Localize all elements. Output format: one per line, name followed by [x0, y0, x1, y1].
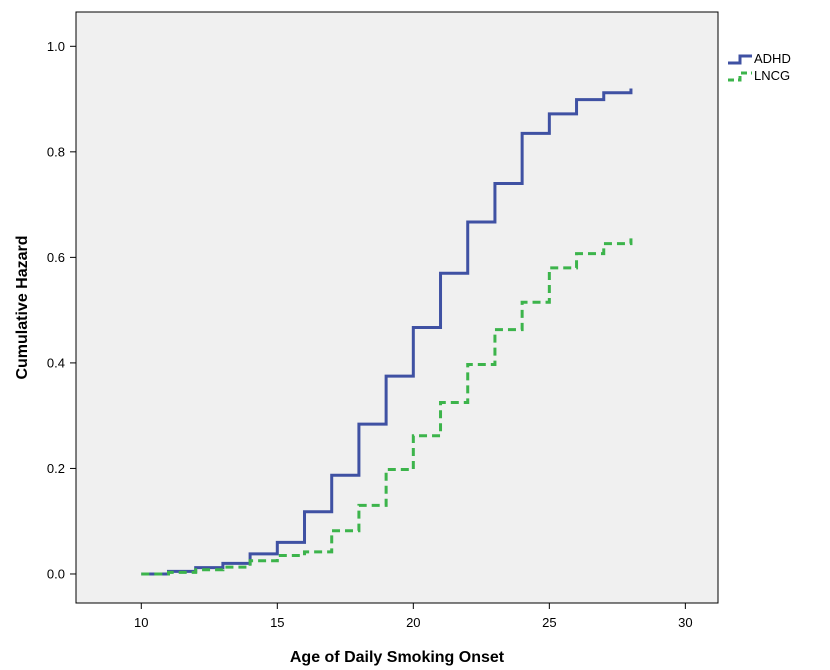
- series-layer: [141, 88, 633, 576]
- series-line-adhd: [141, 88, 633, 576]
- x-tick-label: 25: [542, 615, 556, 630]
- x-tick-label: 30: [678, 615, 692, 630]
- y-axis-title: Cumulative Hazard: [14, 235, 31, 379]
- x-axis: 10 15 20 25 30: [134, 603, 693, 630]
- y-tick-label: 0.2: [47, 461, 65, 476]
- y-tick-label: 1.0: [47, 39, 65, 54]
- legend-label: ADHD: [754, 51, 791, 66]
- y-axis: 0.0 0.2 0.4 0.6 0.8 1.0: [47, 39, 76, 581]
- y-tick-label: 0.4: [47, 355, 65, 370]
- x-tick-label: 20: [406, 615, 420, 630]
- y-tick-label: 0.6: [47, 250, 65, 265]
- x-axis-title: Age of Daily Smoking Onset: [290, 649, 505, 666]
- legend-swatch-lncg: [728, 71, 752, 82]
- legend-label: LNCG: [754, 68, 790, 83]
- x-tick-label: 10: [134, 615, 148, 630]
- y-tick-label: 0.0: [47, 566, 65, 581]
- legend: ADHD LNCG: [728, 51, 791, 83]
- plot-area: [75, 11, 719, 604]
- legend-swatch-adhd: [728, 54, 752, 65]
- y-tick-label: 0.8: [47, 144, 65, 159]
- x-tick-label: 15: [270, 615, 284, 630]
